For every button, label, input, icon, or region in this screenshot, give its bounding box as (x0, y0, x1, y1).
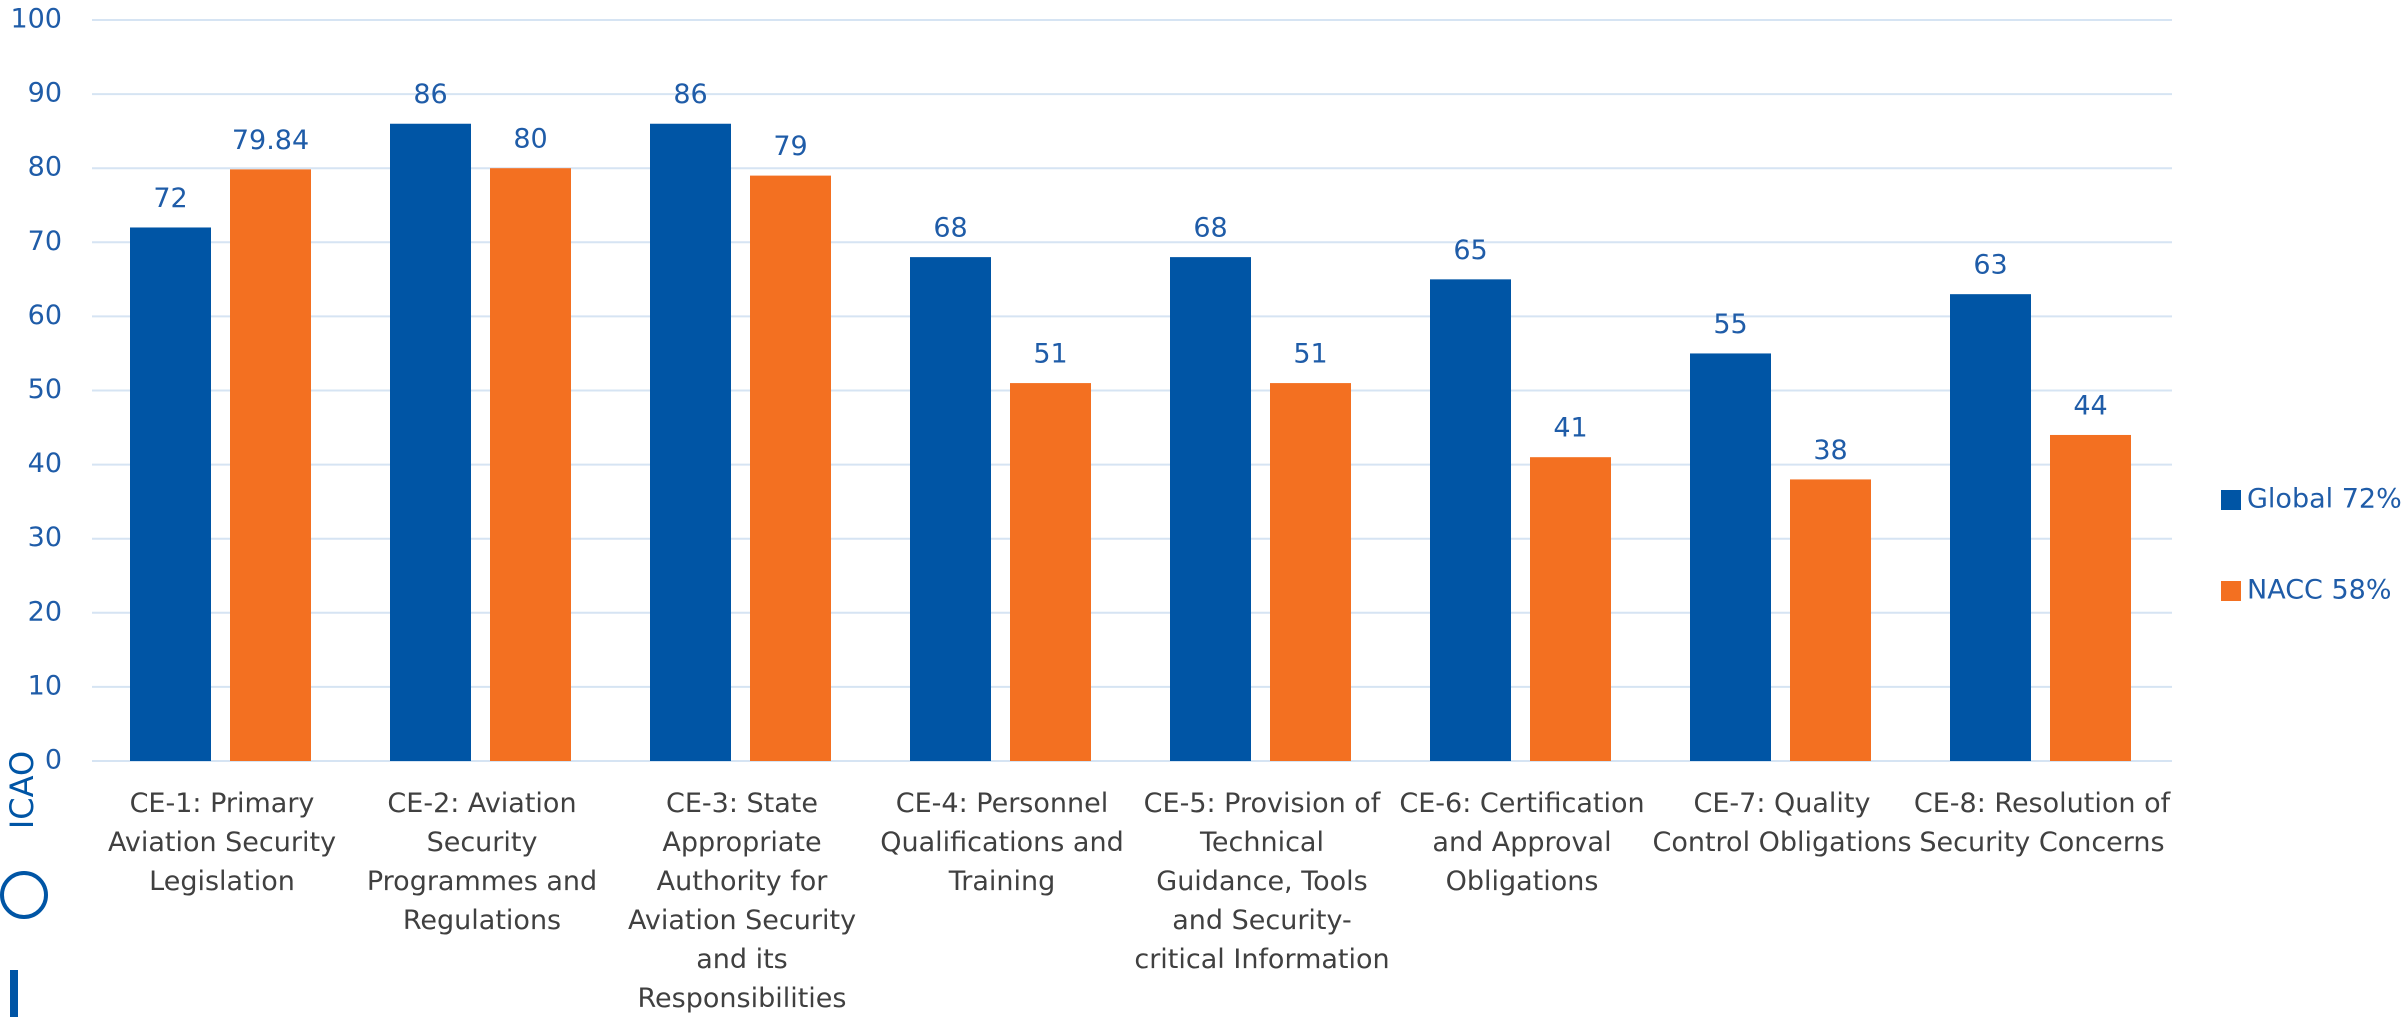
bar (750, 175, 831, 762)
y-tick-label: 10 (28, 670, 62, 701)
y-tick-label: 60 (28, 300, 62, 331)
bar (1530, 457, 1611, 761)
data-label: 55 (1713, 309, 1747, 340)
data-label: 63 (1973, 250, 2007, 281)
data-label: 65 (1453, 235, 1487, 266)
x-tick-label: CE-4: Personnel Qualifications and Train… (880, 788, 1124, 897)
bar (1430, 279, 1511, 761)
bar (1170, 257, 1251, 761)
data-label: 51 (1293, 339, 1327, 370)
x-tick-label: CE-3: State Appropriate Authority for Av… (627, 788, 857, 1014)
data-label: 79.84 (232, 125, 309, 156)
x-tick-label: CE-1: Primary Aviation Security Legislat… (107, 788, 337, 897)
bar (1790, 479, 1871, 761)
data-label: 51 (1033, 339, 1067, 370)
data-label: 72 (153, 183, 187, 214)
bar (390, 123, 471, 762)
y-tick-label: 100 (10, 4, 62, 35)
x-tick-label: CE-7: Quality Control Obligations (1652, 788, 1912, 858)
bar (230, 169, 311, 761)
data-label: 86 (413, 79, 447, 110)
y-tick-label: 20 (28, 596, 62, 627)
bar (130, 227, 211, 762)
data-label: 68 (1193, 213, 1227, 244)
legend-label: Global 72% (2247, 484, 2402, 515)
legend-swatch (2221, 581, 2241, 601)
x-tick-label: CE-2: Aviation Security Programmes and R… (366, 788, 598, 936)
x-tick-label: CE-6: Certification and Approval Obligat… (1399, 788, 1645, 897)
y-tick-label: 0 (45, 745, 62, 776)
data-label: 86 (673, 79, 707, 110)
data-label: 41 (1553, 413, 1587, 444)
bar (1690, 353, 1771, 761)
bar (650, 123, 731, 762)
bar (1950, 294, 2031, 761)
data-label: 80 (513, 124, 547, 155)
logo-emblem (0, 871, 48, 919)
bar (490, 168, 571, 761)
legend-swatch (2221, 490, 2241, 510)
logo-text: ICAO (3, 751, 41, 829)
bar (2050, 434, 2131, 761)
y-tick-label: 50 (28, 374, 62, 405)
bar (1270, 383, 1351, 761)
bar (1010, 383, 1091, 761)
data-label: 79 (773, 131, 807, 162)
x-tick-label: CE-8: Resolution of Security Concerns (1913, 788, 2171, 858)
data-label: 38 (1813, 435, 1847, 466)
logo-bar (10, 970, 18, 1017)
y-tick-label: 80 (28, 152, 62, 183)
data-label: 68 (933, 213, 967, 244)
y-tick-label: 30 (28, 522, 62, 553)
y-tick-label: 40 (28, 448, 62, 479)
x-tick-label: CE-5: Provision of Technical Guidance, T… (1134, 788, 1390, 975)
data-label: 44 (2073, 390, 2107, 421)
y-tick-label: 70 (28, 226, 62, 257)
legend-label: NACC 58% (2247, 575, 2392, 606)
bar (910, 257, 991, 761)
y-tick-label: 90 (28, 78, 62, 109)
